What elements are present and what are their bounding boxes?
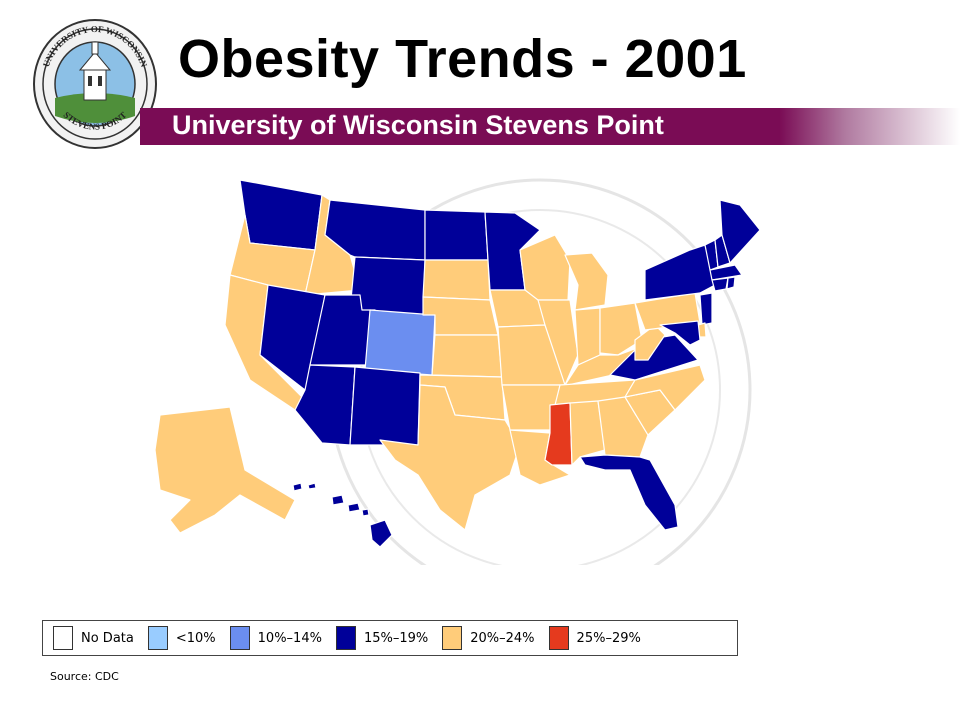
legend-swatch — [229, 626, 250, 650]
state-nc — [624, 364, 706, 411]
legend-swatch — [53, 626, 73, 650]
state-il — [537, 299, 579, 386]
state-mi — [564, 252, 609, 311]
university-seal-icon: UNIVERSITY OF WISCONSIN STEVENS POINT — [33, 19, 157, 149]
legend-label: 20%–24% — [470, 630, 535, 646]
state-fl — [579, 454, 679, 531]
legend-label: 10%–14% — [257, 630, 322, 646]
legend-swatch — [442, 626, 463, 650]
legend-label: 15%–19% — [363, 630, 429, 646]
state-nj — [699, 292, 713, 326]
legend: No Data <10% 10%–14% 15%–19% 20%–24% 25%… — [42, 620, 738, 656]
legend-item-10-14: 10%–14% — [229, 626, 322, 650]
state-ky — [564, 346, 641, 386]
legend-label: No Data — [81, 630, 134, 646]
state-ma — [709, 264, 743, 281]
legend-swatch — [335, 626, 356, 650]
page-title: Obesity Trends - 2001 — [178, 29, 747, 89]
state-ny — [644, 244, 716, 301]
state-oh — [599, 302, 643, 356]
state-al — [569, 400, 606, 466]
state-md — [659, 320, 701, 346]
state-me — [719, 199, 761, 264]
legend-label: <10% — [175, 630, 216, 646]
state-nm — [349, 366, 421, 446]
state-sd — [422, 259, 491, 301]
state-tx — [379, 384, 521, 531]
state-co — [364, 309, 436, 376]
us-map — [154, 178, 761, 565]
state-ak — [154, 406, 296, 534]
legend-item-20-24: 20%–24% — [442, 626, 535, 650]
state-hi — [292, 482, 393, 548]
source-note: Source: CDC — [50, 670, 119, 683]
state-ct — [711, 277, 729, 292]
title-band — [140, 108, 960, 145]
legend-swatch — [548, 626, 569, 650]
legend-item-15-19: 15%–19% — [335, 626, 429, 650]
legend-label: 25%–29% — [576, 630, 641, 646]
legend-item-25-29: 25%–29% — [548, 626, 641, 650]
legend-item-lt10: <10% — [147, 626, 216, 650]
state-wa — [239, 179, 323, 251]
state-ri — [726, 276, 736, 290]
subtitle: University of Wisconsin Stevens Point — [172, 110, 664, 140]
state-ga — [597, 396, 649, 458]
legend-item-no-data: No Data — [53, 626, 134, 650]
legend-swatch — [147, 626, 168, 650]
state-ks — [431, 334, 503, 378]
state-wi — [519, 234, 571, 301]
state-nd — [424, 209, 489, 261]
